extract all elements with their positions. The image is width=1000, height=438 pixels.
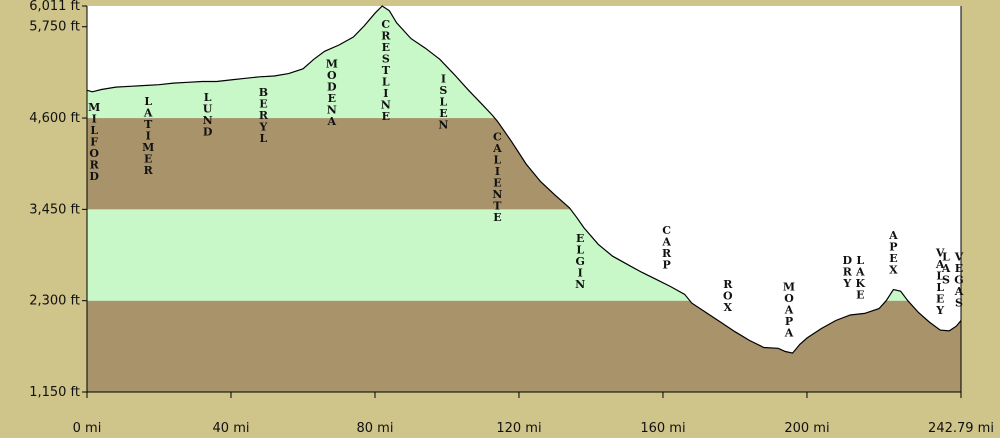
station-labels: M I L F O R D L A T I M E R L U N D B E R Y L M O D E N A C R E S T L I N E I S… [88, 18, 964, 339]
x-tick-label: 120 mi [496, 421, 541, 436]
x-axis-ticks: 0 mi 40 mi 80 mi 120 mi 160 mi 200 mi 242.79 m… [73, 392, 994, 436]
y-tick-label: 2,300 ft [29, 294, 80, 309]
x-tick-label: 0 mi [73, 421, 102, 436]
y-tick-label: 3,450 ft [29, 202, 80, 217]
x-tick-label: 80 mi [357, 421, 394, 436]
y-tick-label: 1,150 ft [29, 385, 80, 400]
y-tick-label: 4,600 ft [29, 111, 80, 126]
y-tick-label: 6,011 ft [29, 0, 80, 14]
x-tick-label: 160 mi [640, 421, 685, 436]
x-tick-label: 200 mi [784, 421, 829, 436]
y-tick-label: 5,750 ft [29, 20, 80, 35]
station-label: L A SV E G A S [941, 251, 964, 310]
station-label: D R YL A K E [842, 254, 865, 302]
y-axis-ticks: 1,150 ft 2,300 ft 3,450 ft 4,600 ft 5,750 ft… [29, 0, 87, 400]
x-tick-label: 242.79 mi [928, 421, 994, 436]
elevation-profile-line [86, 5, 962, 354]
x-tick-label: 40 mi [213, 421, 250, 436]
